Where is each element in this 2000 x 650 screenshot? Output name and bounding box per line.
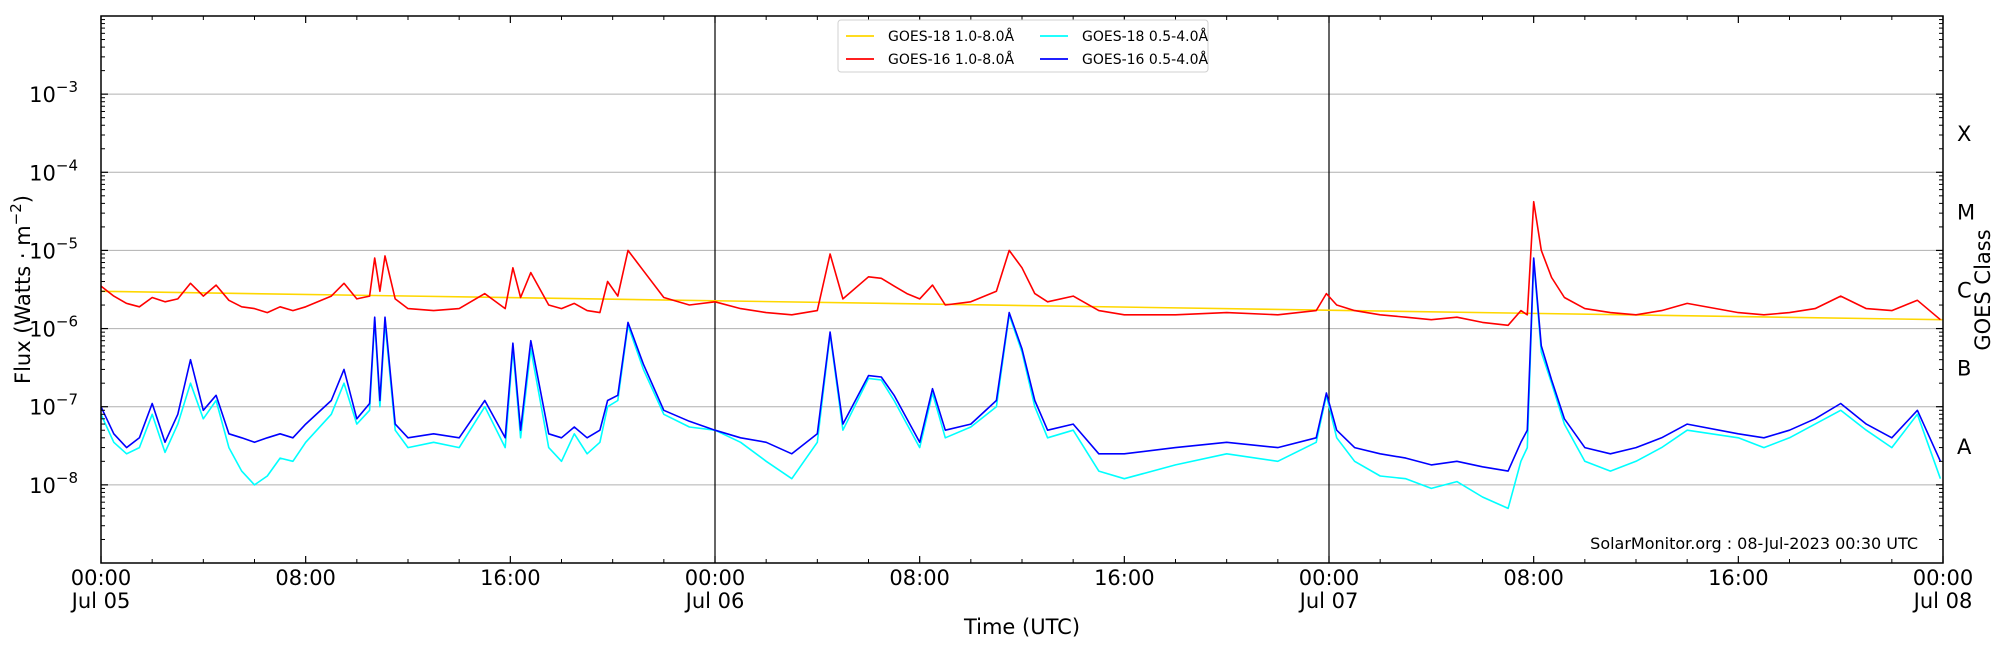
- plot-frame: [100, 15, 1944, 564]
- series-line-4: [100, 257, 1942, 472]
- x-tick-label: 16:00: [1094, 566, 1155, 590]
- goes-class-label: B: [1957, 357, 1971, 381]
- y-tick-exponent: −6: [56, 313, 78, 331]
- series-line-3: [100, 259, 1942, 510]
- x-tick-label: 08:00: [275, 566, 336, 590]
- y-tick-label: 10−3: [29, 78, 78, 107]
- x-tick-label: 00:00: [685, 566, 746, 590]
- day-separators: [714, 16, 1330, 563]
- x-tick-label: 00:00: [1913, 566, 1974, 590]
- y-tick-exponent: −5: [56, 234, 78, 252]
- x-tick-label: 00:00: [1299, 566, 1360, 590]
- x-tick-label: 08:00: [1503, 566, 1564, 590]
- y-tick-base: 10: [29, 474, 56, 498]
- legend-label: GOES-16 1.0-8.0Å: [888, 51, 1014, 68]
- y-tick-exponent: −4: [56, 156, 78, 174]
- y-tick-label: 10−4: [29, 156, 78, 185]
- x-tick-date-label: Jul 08: [1912, 589, 1973, 613]
- x-tick-label: 16:00: [1708, 566, 1769, 590]
- legend-box: [837, 19, 1209, 73]
- legend-label: GOES-18 0.5-4.0Å: [1082, 28, 1208, 45]
- y-tick-label: 10−7: [29, 391, 78, 420]
- y-tick-label: 10−8: [29, 469, 78, 498]
- goes-class-label: A: [1957, 435, 1972, 459]
- series-line-2: [100, 200, 1941, 327]
- x-tick-label: 08:00: [889, 566, 950, 590]
- y-axis-title-sup: −2: [7, 203, 25, 225]
- x-tick-label: 16:00: [480, 566, 541, 590]
- y-tick-base: 10: [29, 161, 56, 185]
- y-tick-base: 10: [29, 318, 56, 342]
- y-tick-base: 10: [29, 83, 56, 107]
- goes-class-label: C: [1957, 279, 1972, 303]
- goes-class-label: M: [1957, 200, 1975, 224]
- grid: [101, 93, 1943, 486]
- legend-label: GOES-18 1.0-8.0Å: [888, 28, 1014, 45]
- y-axis-title-close: ): [11, 195, 35, 203]
- x-tick-date-label: Jul 05: [70, 589, 131, 613]
- y-axis: 10−810−710−610−510−410−3: [29, 19, 1943, 540]
- goes-class-axis: A B C M X: [1957, 122, 1975, 459]
- legend: GOES-18 1.0-8.0Å GOES-16 1.0-8.0Å GOES-18 …: [837, 19, 1209, 73]
- credit-text: SolarMonitor.org : 08-Jul-2023 00:30 UTC: [1590, 534, 1918, 553]
- goes-class-label: X: [1957, 122, 1971, 146]
- series-lines: [100, 200, 1944, 510]
- y-tick-exponent: −7: [56, 391, 78, 409]
- y-tick-exponent: −8: [56, 469, 78, 487]
- y-axis-title-main: Flux (Watts · m: [11, 225, 35, 384]
- legend-label: GOES-16 0.5-4.0Å: [1082, 51, 1208, 68]
- y-tick-base: 10: [29, 396, 56, 420]
- y-axis-title: Flux (Watts · m−2): [7, 195, 35, 384]
- y-tick-base: 10: [29, 239, 56, 263]
- y-tick-label: 10−5: [29, 234, 78, 263]
- y-tick-label: 10−6: [29, 313, 78, 342]
- x-axis-title: Time (UTC): [963, 615, 1080, 639]
- x-tick-date-label: Jul 07: [1298, 589, 1359, 613]
- x-tick-date-label: Jul 06: [684, 589, 745, 613]
- series-line-1: [100, 290, 1944, 321]
- y-tick-exponent: −3: [56, 78, 78, 96]
- goes-class-axis-title: GOES Class: [1971, 229, 1995, 350]
- x-tick-label: 00:00: [71, 566, 132, 590]
